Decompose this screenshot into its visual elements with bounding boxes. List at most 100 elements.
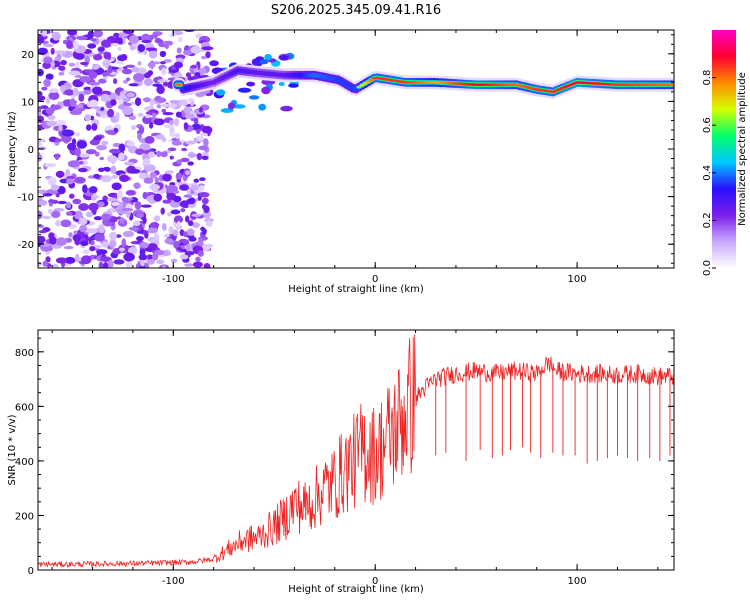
noise-blob bbox=[141, 40, 152, 43]
noise-blob bbox=[125, 190, 136, 196]
noise-blob bbox=[198, 145, 209, 151]
noise-blob bbox=[162, 173, 172, 182]
spectrogram-x-ticks: -100 0 100 bbox=[51, 30, 659, 285]
noise-blob bbox=[68, 62, 76, 67]
noise-blob bbox=[167, 212, 172, 217]
noise-blob bbox=[107, 197, 118, 202]
noise-blob bbox=[251, 58, 259, 66]
noise-blob bbox=[60, 59, 67, 66]
noise-blob bbox=[49, 236, 57, 245]
ridge-core bbox=[177, 83, 183, 86]
noise-blob bbox=[93, 173, 101, 179]
noise-blob bbox=[38, 47, 48, 55]
noise-blob bbox=[123, 161, 135, 166]
noise-blob bbox=[96, 201, 105, 208]
noise-blob bbox=[171, 140, 182, 146]
ridge-core bbox=[359, 84, 365, 87]
noise-blob bbox=[170, 209, 181, 215]
noise-blob bbox=[121, 238, 127, 248]
noise-blob bbox=[111, 182, 122, 191]
noise-blob bbox=[133, 220, 141, 227]
noise-blob bbox=[109, 148, 121, 154]
noise-blob bbox=[102, 72, 109, 77]
noise-blob bbox=[89, 139, 100, 146]
noise-blob bbox=[58, 71, 65, 76]
noise-blob bbox=[159, 50, 167, 58]
noise-blob bbox=[42, 193, 53, 197]
noise-blob bbox=[216, 89, 226, 96]
noise-blob bbox=[104, 167, 111, 172]
noise-blob bbox=[192, 261, 203, 268]
noise-blob bbox=[258, 103, 267, 111]
noise-blob bbox=[203, 263, 211, 268]
noise-blob bbox=[76, 140, 88, 149]
noise-blob bbox=[60, 219, 72, 228]
noise-blob bbox=[125, 261, 133, 268]
noise-blob bbox=[173, 118, 179, 127]
noise-blob bbox=[143, 72, 152, 79]
noise-blob bbox=[197, 250, 204, 257]
noise-blob bbox=[44, 163, 56, 168]
noise-blob bbox=[160, 61, 166, 65]
noise-blob bbox=[191, 123, 201, 130]
noise-blob bbox=[153, 233, 160, 241]
colorbar-tick-label: 0.4 bbox=[702, 165, 713, 181]
noise-blob bbox=[68, 232, 73, 238]
colorbar-ticks: 0.0 0.2 0.4 0.6 0.8 bbox=[702, 70, 716, 276]
noise-blob bbox=[98, 224, 105, 234]
noise-blob bbox=[179, 184, 190, 191]
noise-blob bbox=[176, 221, 181, 229]
noise-blob bbox=[45, 107, 55, 115]
noise-blob bbox=[169, 132, 176, 137]
noise-blob bbox=[153, 215, 161, 222]
noise-blob bbox=[153, 249, 165, 256]
noise-blob bbox=[122, 230, 135, 238]
noise-blob bbox=[138, 125, 145, 135]
noise-blob bbox=[47, 115, 56, 121]
noise-blob bbox=[154, 177, 159, 183]
noise-blob bbox=[200, 55, 207, 60]
noise-blob bbox=[72, 234, 81, 242]
noise-blob bbox=[156, 150, 162, 158]
noise-blob bbox=[51, 104, 61, 111]
noise-blob bbox=[54, 119, 67, 126]
snr-x-ticks: -100 0 100 bbox=[51, 330, 659, 587]
noise-blob bbox=[180, 208, 186, 213]
noise-blob bbox=[117, 104, 127, 110]
ridge-core bbox=[368, 78, 374, 82]
noise-blob bbox=[113, 259, 125, 265]
noise-blob bbox=[163, 234, 170, 238]
noise-blob bbox=[72, 87, 79, 97]
noise-blob bbox=[79, 224, 88, 233]
noise-blob bbox=[142, 191, 148, 200]
noise-blob bbox=[78, 217, 88, 226]
noise-blob bbox=[136, 212, 144, 219]
noise-blob bbox=[201, 197, 209, 205]
noise-blob bbox=[79, 76, 91, 83]
noise-blob bbox=[179, 254, 189, 260]
noise-blob bbox=[90, 196, 97, 201]
noise-blob bbox=[187, 220, 194, 227]
noise-blob bbox=[156, 259, 165, 265]
noise-blob bbox=[169, 33, 176, 38]
noise-blob bbox=[93, 106, 102, 110]
noise-blob bbox=[115, 95, 122, 100]
noise-blob bbox=[134, 201, 142, 210]
noise-blob bbox=[151, 112, 157, 118]
noise-blob bbox=[113, 78, 118, 85]
noise-blob bbox=[108, 92, 118, 101]
noise-blob bbox=[187, 228, 195, 236]
noise-blob bbox=[55, 50, 67, 55]
ridge-core bbox=[362, 82, 368, 85]
noise-blob bbox=[175, 111, 182, 118]
noise-blob bbox=[129, 45, 136, 51]
noise-blob bbox=[149, 200, 155, 204]
noise-blob bbox=[205, 220, 213, 227]
noise-blob bbox=[137, 131, 142, 141]
noise-blob bbox=[38, 261, 42, 267]
noise-blob bbox=[74, 147, 81, 157]
noise-blob bbox=[43, 43, 54, 48]
noise-blob bbox=[139, 248, 146, 256]
noise-blob bbox=[41, 30, 48, 37]
noise-blob bbox=[138, 242, 150, 248]
